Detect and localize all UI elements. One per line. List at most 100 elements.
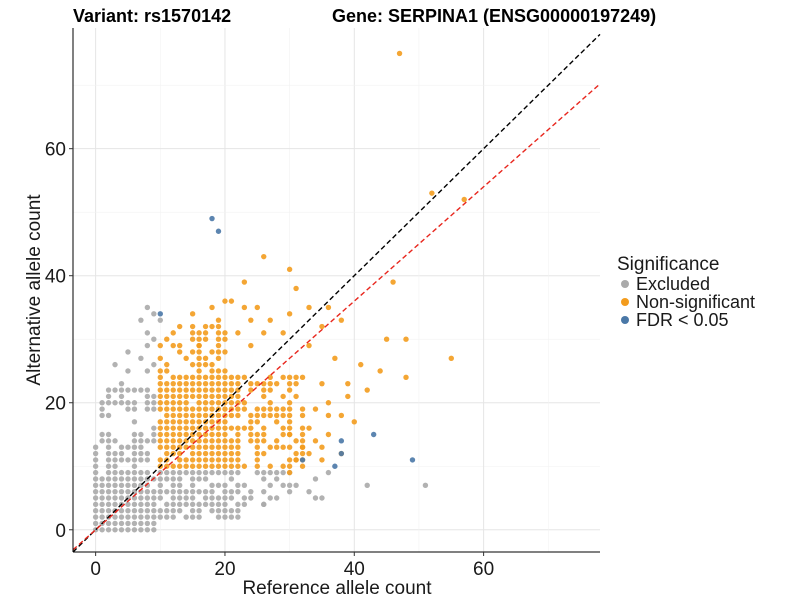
data-point [176, 501, 183, 508]
data-point [99, 501, 105, 508]
data-point [157, 508, 163, 514]
data-point [235, 400, 241, 406]
data-point [202, 412, 209, 419]
data-point [157, 317, 163, 323]
data-point [267, 412, 273, 419]
data-point [196, 361, 202, 368]
data-point [261, 476, 267, 482]
data-point [92, 482, 99, 489]
data-point [364, 387, 370, 393]
data-point [164, 425, 170, 431]
data-point [144, 438, 151, 444]
reference-line-fitted [72, 83, 601, 551]
data-point [131, 450, 138, 457]
data-point [222, 463, 228, 469]
data-point [144, 469, 151, 476]
data-point [144, 400, 151, 406]
data-point [202, 444, 209, 450]
data-point [157, 431, 163, 438]
data-point [293, 482, 299, 489]
data-point [358, 361, 364, 368]
x-tick-label: 0 [90, 559, 101, 580]
data-point [99, 476, 105, 482]
data-point [202, 450, 209, 457]
data-point [164, 444, 170, 450]
data-point [235, 374, 241, 381]
y-tick-label: 20 [45, 394, 66, 415]
data-point [202, 330, 209, 336]
data-point [183, 374, 189, 381]
data-point [215, 444, 222, 450]
data-point [228, 508, 235, 514]
data-point [118, 457, 125, 463]
data-point [312, 406, 319, 412]
data-point [196, 438, 202, 444]
data-point [235, 431, 241, 438]
data-point [235, 488, 241, 495]
data-point [209, 406, 215, 412]
data-point [196, 488, 202, 495]
data-point [144, 482, 151, 489]
data-point [144, 527, 151, 533]
data-point [176, 323, 183, 330]
data-point [248, 438, 254, 444]
data-point [222, 380, 228, 387]
data-point [112, 400, 118, 406]
data-point [202, 400, 209, 406]
series-fdr-0-05 [157, 215, 416, 469]
data-point [215, 514, 222, 520]
data-point [164, 476, 170, 482]
data-point [280, 374, 286, 381]
data-point [138, 444, 144, 450]
data-point [99, 431, 105, 438]
data-point [254, 469, 260, 476]
data-point [261, 425, 267, 431]
data-point [170, 444, 176, 450]
data-point [409, 457, 416, 463]
data-point [235, 425, 241, 431]
data-point [138, 495, 144, 501]
data-point [131, 520, 138, 527]
data-point [286, 482, 293, 489]
data-point [209, 419, 215, 425]
data-point [170, 419, 176, 425]
data-point [151, 406, 157, 412]
axes [72, 28, 600, 553]
y-tick-label: 60 [45, 140, 66, 161]
data-point [202, 374, 209, 381]
data-point [293, 450, 299, 457]
data-point [299, 444, 306, 450]
data-point [222, 425, 228, 431]
data-point [202, 380, 209, 387]
data-point [286, 406, 293, 412]
data-point [176, 349, 183, 355]
data-point [92, 520, 99, 527]
data-point [131, 476, 138, 482]
data-point [176, 400, 183, 406]
data-point [209, 361, 215, 368]
data-point [196, 476, 202, 482]
data-point [170, 342, 176, 349]
data-point [228, 495, 235, 501]
data-point [92, 476, 99, 482]
data-point [196, 469, 202, 476]
data-point [176, 476, 183, 482]
data-point [293, 393, 299, 400]
data-point [202, 476, 209, 482]
data-point [338, 317, 345, 323]
data-point [196, 368, 202, 374]
data-point [280, 393, 286, 400]
data-point [176, 450, 183, 457]
data-point [222, 349, 228, 355]
data-point [196, 457, 202, 463]
data-point [202, 495, 209, 501]
data-point [248, 380, 254, 387]
data-point [273, 412, 280, 419]
data-point [293, 374, 299, 381]
data-point [164, 514, 170, 520]
data-point [170, 514, 176, 520]
data-point [189, 412, 196, 419]
chart-title-variant: Variant: rs1570142 [73, 6, 231, 26]
data-point [144, 508, 151, 514]
data-point [228, 514, 235, 520]
